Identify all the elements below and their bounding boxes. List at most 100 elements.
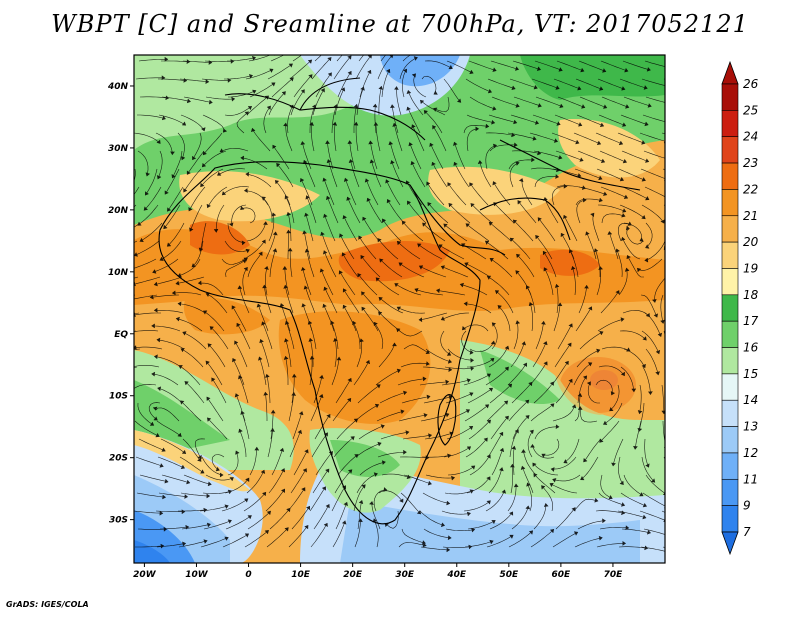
streamline	[623, 474, 644, 497]
lat-tick-label: 30N	[108, 144, 129, 154]
streamline	[420, 546, 450, 551]
streamline	[402, 55, 411, 62]
streamline-arrow	[529, 429, 534, 434]
streamline	[666, 151, 694, 158]
streamline-arrow	[607, 231, 613, 235]
colorbar-label: 12	[743, 446, 758, 460]
streamline-arrow	[232, 358, 237, 363]
streamline	[466, 128, 479, 152]
streamline-arrow	[156, 139, 161, 144]
streamline	[531, 78, 560, 89]
streamline	[276, 163, 294, 188]
streamline-arrow	[398, 262, 403, 267]
streamline-arrow	[686, 506, 690, 509]
streamline-arrow	[641, 215, 646, 220]
streamline-arrow	[580, 68, 585, 73]
streamline-arrow	[348, 469, 353, 474]
streamlines	[111, 55, 694, 553]
streamline-arrow	[577, 393, 583, 398]
streamline-arrow	[499, 447, 505, 452]
streamline-arrow	[637, 267, 641, 272]
streamline	[411, 124, 425, 152]
streamline-arrow	[671, 102, 674, 106]
streamline	[423, 396, 453, 404]
streamline	[252, 128, 271, 152]
streamline	[394, 283, 422, 296]
streamline-arrow	[552, 478, 557, 483]
streamline	[177, 258, 201, 277]
streamline-arrow	[543, 361, 548, 366]
streamline	[530, 403, 555, 422]
streamline-arrow	[306, 505, 310, 510]
streamline-arrow	[343, 177, 349, 182]
streamline-arrow	[603, 420, 608, 425]
streamline	[555, 150, 584, 161]
streamline	[463, 124, 489, 134]
streamline-arrow	[251, 127, 256, 132]
streamline	[271, 448, 284, 476]
streamline-arrow	[155, 433, 160, 438]
streamline	[327, 159, 338, 188]
streamline-arrow	[532, 136, 537, 141]
streamline	[180, 348, 204, 368]
streamline-arrow	[372, 103, 378, 108]
streamline	[422, 222, 446, 242]
streamline-arrow	[421, 540, 426, 545]
streamline	[622, 186, 650, 200]
streamline	[332, 520, 346, 548]
streamline	[462, 324, 489, 332]
streamline	[621, 150, 649, 162]
streamline	[668, 475, 689, 495]
streamline	[134, 348, 141, 350]
streamline-arrow	[264, 530, 269, 534]
streamline	[619, 330, 647, 341]
streamline	[517, 200, 537, 224]
streamline	[423, 110, 443, 134]
streamline	[134, 312, 161, 316]
streamline-arrow	[446, 500, 451, 506]
streamline	[407, 90, 424, 116]
streamline	[207, 417, 228, 440]
streamline-arrow	[139, 238, 144, 242]
streamline-arrow	[333, 337, 338, 342]
streamline-arrow	[681, 222, 685, 225]
streamline	[224, 240, 250, 252]
streamline-arrow	[322, 303, 327, 308]
streamline-arrow	[690, 196, 694, 200]
streamline-arrow	[360, 255, 365, 260]
streamline	[189, 204, 203, 232]
streamline	[533, 381, 554, 404]
streamline	[467, 520, 496, 530]
streamline-arrow	[238, 428, 243, 433]
streamline-arrow	[621, 213, 626, 218]
lat-tick-label: 20N	[108, 206, 129, 216]
streamline-arrow	[164, 478, 169, 484]
streamline	[454, 162, 470, 188]
streamline-arrow	[180, 156, 186, 161]
streamline-arrow	[582, 197, 587, 203]
streamline-arrow	[369, 501, 374, 506]
streamline	[176, 318, 203, 332]
streamline-arrow	[558, 155, 563, 160]
streamline-arrow	[224, 536, 229, 541]
streamline-arrow	[487, 89, 492, 94]
lat-tick-label: 10S	[109, 392, 128, 402]
streamline-arrow	[533, 473, 538, 478]
streamline-arrow	[261, 239, 266, 244]
streamline	[541, 485, 553, 512]
streamline	[381, 473, 411, 479]
streamline-arrow	[377, 238, 382, 243]
streamline-arrow	[111, 249, 114, 253]
streamline	[618, 223, 632, 242]
streamline	[167, 222, 185, 247]
streamline	[468, 419, 491, 440]
streamline	[336, 418, 358, 440]
streamline	[139, 96, 169, 99]
streamline-arrow	[171, 290, 176, 296]
streamline-arrow	[390, 104, 395, 109]
streamline	[134, 510, 163, 514]
streamline	[331, 485, 346, 512]
streamline-arrow	[361, 484, 366, 489]
streamline	[188, 186, 206, 212]
streamline-arrow	[464, 262, 469, 267]
